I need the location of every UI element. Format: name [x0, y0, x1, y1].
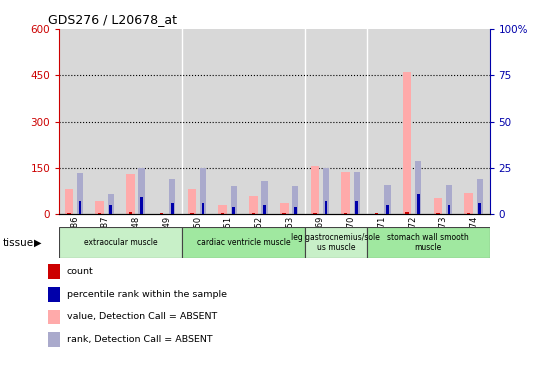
Bar [342, 172, 350, 214]
Bar [182, 227, 305, 258]
Bar [467, 213, 470, 214]
Bar [79, 201, 81, 214]
Text: ▶: ▶ [34, 238, 41, 248]
Bar [448, 205, 450, 214]
Bar [221, 213, 224, 214]
Text: GDS276 / L20678_at: GDS276 / L20678_at [48, 13, 178, 26]
Bar [190, 213, 194, 214]
Text: percentile rank within the sample: percentile rank within the sample [67, 290, 226, 299]
Bar [140, 198, 143, 214]
Bar [385, 184, 391, 214]
Bar [282, 213, 286, 214]
Bar [386, 205, 389, 214]
Bar [108, 194, 114, 214]
Bar [126, 174, 135, 214]
Bar [169, 179, 175, 214]
Bar [261, 181, 267, 214]
Bar [77, 173, 83, 214]
Bar [95, 201, 104, 214]
Text: count: count [67, 267, 94, 276]
Bar [98, 213, 102, 214]
Bar [446, 184, 452, 214]
Bar [263, 205, 266, 214]
Bar [252, 213, 255, 214]
Bar [478, 203, 481, 214]
Bar [294, 207, 296, 214]
Bar [324, 201, 328, 214]
Bar [232, 207, 235, 214]
Bar [200, 168, 206, 214]
Bar [160, 213, 163, 214]
Text: leg gastrocnemius/sole
us muscle: leg gastrocnemius/sole us muscle [292, 233, 380, 252]
Bar [129, 212, 132, 214]
Bar [406, 212, 409, 214]
Bar [403, 72, 412, 214]
Bar [313, 213, 317, 214]
Text: tissue: tissue [3, 238, 34, 248]
Bar [434, 198, 442, 214]
Text: stomach wall smooth
muscle: stomach wall smooth muscle [387, 233, 469, 252]
Bar [353, 172, 360, 214]
Bar [292, 186, 299, 214]
Bar [477, 179, 483, 214]
Bar [109, 205, 112, 214]
Bar [188, 190, 196, 214]
Bar [356, 201, 358, 214]
Bar [67, 213, 70, 214]
Bar [464, 193, 473, 214]
Bar [310, 167, 319, 214]
Bar [59, 227, 182, 258]
Bar [138, 168, 145, 214]
Bar [415, 161, 421, 214]
Bar [323, 168, 329, 214]
Bar [436, 213, 440, 214]
Bar [249, 196, 258, 214]
Bar [344, 213, 348, 214]
Bar [375, 213, 378, 214]
Bar [417, 194, 420, 214]
Text: value, Detection Call = ABSENT: value, Detection Call = ABSENT [67, 313, 217, 321]
Bar [366, 227, 490, 258]
Text: rank, Detection Call = ABSENT: rank, Detection Call = ABSENT [67, 335, 213, 344]
Bar [65, 189, 73, 214]
Text: extraocular muscle: extraocular muscle [84, 238, 158, 247]
Bar [202, 203, 204, 214]
Bar [171, 203, 174, 214]
Bar [280, 203, 288, 214]
Bar [218, 205, 227, 214]
Bar [231, 186, 237, 214]
Bar [305, 227, 366, 258]
Text: cardiac ventricle muscle: cardiac ventricle muscle [197, 238, 291, 247]
